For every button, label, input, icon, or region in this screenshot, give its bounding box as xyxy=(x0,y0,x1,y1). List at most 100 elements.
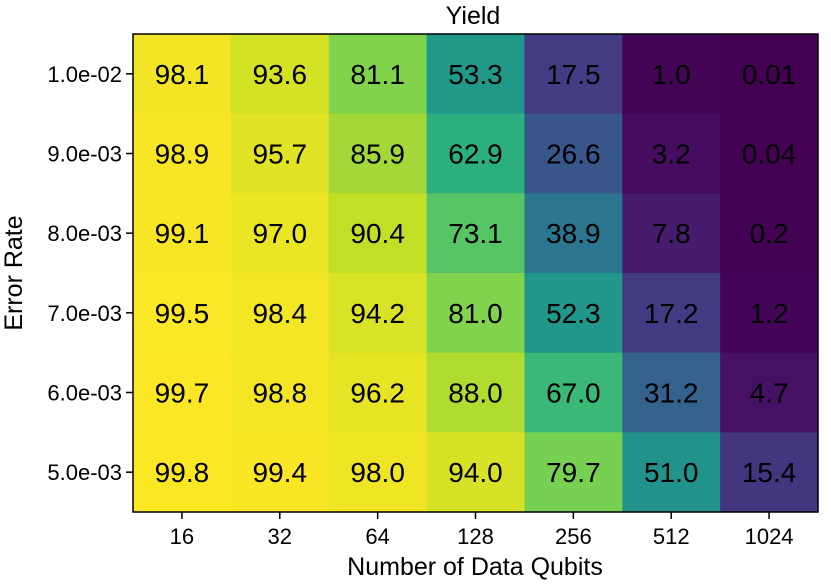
heatmap-cell xyxy=(720,432,819,513)
cell-value-label: 98.4 xyxy=(253,298,308,329)
cell-value-label: 98.8 xyxy=(253,378,308,409)
cell-value-label: 98.9 xyxy=(155,139,210,170)
heatmap-cell xyxy=(426,432,525,513)
heatmap-cell xyxy=(524,432,623,513)
cell-value-label: 15.4 xyxy=(742,457,797,488)
heatmap-cell xyxy=(230,352,330,433)
cell-value-label: 99.5 xyxy=(155,298,210,329)
heatmap-cell xyxy=(230,432,330,513)
heatmap-cell xyxy=(133,432,232,513)
heatmap-cell xyxy=(524,113,623,194)
heatmap-cell xyxy=(426,273,525,354)
cell-value-label: 73.1 xyxy=(448,218,503,249)
chart-title: Yield xyxy=(446,2,501,30)
cell-value-label: 98.1 xyxy=(155,59,210,90)
heatmap-cell xyxy=(328,273,428,354)
y-tick-label: 6.0e-03 xyxy=(47,381,122,406)
y-tick-label: 8.0e-03 xyxy=(47,221,122,246)
y-tick-label: 7.0e-03 xyxy=(47,301,122,326)
heatmap-cell xyxy=(524,273,623,354)
cell-value-label: 31.2 xyxy=(644,378,699,409)
heatmap-cell xyxy=(328,432,428,513)
x-axis-label: Number of Data Qubits xyxy=(347,553,603,581)
x-tick-label: 128 xyxy=(457,524,494,549)
cell-value-label: 99.1 xyxy=(155,218,210,249)
heatmap-cell xyxy=(133,34,232,115)
cell-value-label: 53.3 xyxy=(448,59,503,90)
cell-value-label: 26.6 xyxy=(546,139,601,170)
x-tick-label: 32 xyxy=(268,524,292,549)
heatmap-cell xyxy=(328,352,428,433)
cell-value-label: 52.3 xyxy=(546,298,601,329)
y-tick-label: 1.0e-02 xyxy=(47,62,122,87)
x-tick-label: 64 xyxy=(365,524,389,549)
cell-value-label: 51.0 xyxy=(644,457,699,488)
cell-value-label: 0.01 xyxy=(742,59,797,90)
cell-value-label: 38.9 xyxy=(546,218,601,249)
heatmap-cell xyxy=(524,352,623,433)
heatmap-cell xyxy=(133,352,232,433)
heatmap-cell xyxy=(426,193,525,274)
cell-value-label: 94.0 xyxy=(448,457,503,488)
heatmap-cell xyxy=(622,113,721,194)
cell-value-label: 0.2 xyxy=(750,218,789,249)
heatmap-cell xyxy=(622,273,721,354)
heatmap-cell xyxy=(133,273,232,354)
heatmap-cell xyxy=(426,352,525,433)
heatmap-cell xyxy=(133,113,232,194)
heatmap-cell xyxy=(524,193,623,274)
y-tick-label: 5.0e-03 xyxy=(47,460,122,485)
heatmap-cell xyxy=(720,34,819,115)
y-axis-ticks: 1.0e-02 9.0e-03 8.0e-03 7.0e-03 6.0e-03 5.0e-… xyxy=(47,62,133,485)
heatmap-cell xyxy=(720,273,819,354)
heatmap-cell xyxy=(524,34,623,115)
heatmap-cell xyxy=(328,34,428,115)
cell-value-label: 17.5 xyxy=(546,59,601,90)
heatmap-cell xyxy=(720,113,819,194)
cell-value-label: 67.0 xyxy=(546,378,601,409)
heatmap-cell xyxy=(622,34,721,115)
cell-value-label: 98.0 xyxy=(350,457,405,488)
cell-value-label: 1.2 xyxy=(750,298,789,329)
heatmap-cell xyxy=(230,273,330,354)
heatmap-cell xyxy=(328,193,428,274)
x-axis-ticks: 16 32 64 128 256 512 1024 xyxy=(170,512,794,549)
cell-value-label: 0.04 xyxy=(742,139,797,170)
cell-value-label: 93.6 xyxy=(253,59,308,90)
heatmap-cell-labels: 98.1 93.6 81.1 53.3 17.5 1.0 0.01 98.9 95.7 85.9 6… xyxy=(155,59,797,488)
cell-value-label: 17.2 xyxy=(644,298,699,329)
cell-value-label: 99.4 xyxy=(253,457,308,488)
heatmap-cell xyxy=(720,193,819,274)
cell-value-label: 62.9 xyxy=(448,139,503,170)
heatmap-cell xyxy=(622,352,721,433)
cell-value-label: 7.8 xyxy=(652,218,691,249)
heatmap-cell xyxy=(622,193,721,274)
heatmap-cell xyxy=(230,193,330,274)
heatmap-cell xyxy=(328,113,428,194)
heatmap-cell xyxy=(622,432,721,513)
cell-value-label: 94.2 xyxy=(350,298,405,329)
cell-value-label: 85.9 xyxy=(350,139,405,170)
cell-value-label: 3.2 xyxy=(652,139,691,170)
cell-value-label: 96.2 xyxy=(350,378,405,409)
cell-value-label: 90.4 xyxy=(350,218,405,249)
x-tick-label: 256 xyxy=(555,524,592,549)
heatmap-cell xyxy=(133,193,232,274)
cell-value-label: 97.0 xyxy=(253,218,308,249)
cell-value-label: 81.1 xyxy=(350,59,405,90)
x-tick-label: 512 xyxy=(653,524,690,549)
heatmap-cell xyxy=(720,352,819,433)
heatmap-cell xyxy=(426,113,525,194)
y-axis-label: Error Rate xyxy=(0,215,28,330)
heatmap-cell xyxy=(230,113,330,194)
x-tick-label: 1024 xyxy=(745,524,794,549)
cell-value-label: 4.7 xyxy=(750,378,789,409)
cell-value-label: 99.8 xyxy=(155,457,210,488)
cell-value-label: 95.7 xyxy=(253,139,308,170)
cell-value-label: 88.0 xyxy=(448,378,503,409)
heatmap-cell xyxy=(230,34,330,115)
heatmap-cell xyxy=(426,34,525,115)
x-tick-label: 16 xyxy=(170,524,194,549)
cell-value-label: 81.0 xyxy=(448,298,503,329)
